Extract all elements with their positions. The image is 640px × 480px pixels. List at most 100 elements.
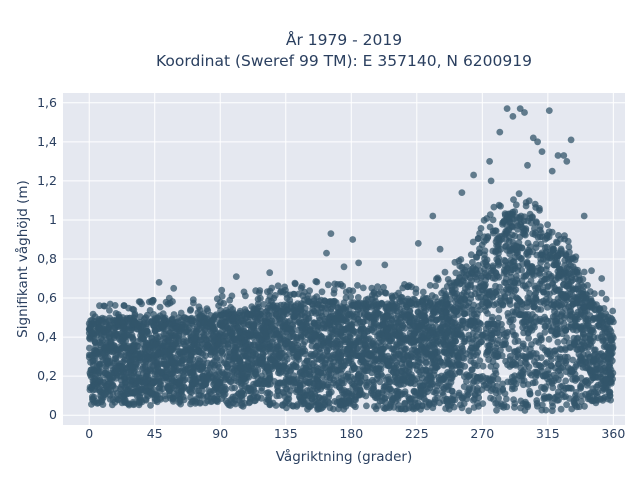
data-point [462, 324, 470, 332]
data-point [534, 305, 542, 313]
data-point [422, 397, 430, 405]
data-point [549, 402, 557, 410]
data-point [385, 378, 393, 386]
data-point [540, 276, 548, 284]
data-point [401, 400, 409, 408]
data-point [95, 318, 103, 325]
data-point [398, 360, 406, 368]
data-point [483, 261, 490, 269]
data-point [527, 352, 535, 360]
data-point [554, 355, 562, 363]
data-point [283, 365, 291, 373]
data-point [557, 405, 565, 413]
data-point [532, 373, 539, 381]
data-point [582, 294, 590, 302]
data-point [408, 404, 416, 411]
data-point [133, 359, 140, 366]
data-point [553, 287, 561, 295]
data-point [302, 364, 310, 372]
data-point [112, 374, 120, 382]
data-point [320, 342, 327, 349]
data-point [483, 348, 491, 356]
data-point [233, 336, 240, 344]
data-point [106, 395, 114, 403]
data-point [518, 266, 526, 274]
data-point [86, 323, 94, 331]
data-point [256, 341, 264, 349]
data-point [370, 386, 378, 394]
data-point [511, 403, 518, 411]
data-point [161, 347, 169, 355]
data-point [217, 356, 225, 364]
data-point [465, 373, 473, 381]
data-point [102, 343, 110, 351]
data-point [301, 371, 309, 379]
data-point [292, 388, 300, 396]
data-point [401, 313, 408, 321]
data-point [308, 395, 316, 402]
data-point [240, 376, 248, 383]
data-point [602, 376, 610, 383]
data-point [447, 346, 454, 354]
data-point [177, 382, 185, 390]
data-point [112, 352, 120, 360]
data-point [465, 390, 473, 397]
data-point [563, 273, 571, 281]
data-point [569, 286, 577, 293]
data-point [316, 316, 324, 324]
data-point [433, 349, 441, 356]
data-point [500, 217, 508, 225]
data-point [328, 333, 335, 340]
data-point [473, 374, 481, 382]
data-point [569, 368, 576, 375]
data-point [223, 353, 231, 360]
data-point [563, 292, 570, 300]
data-point [527, 345, 534, 353]
data-point [215, 379, 223, 387]
data-point [492, 248, 499, 256]
data-point [560, 387, 568, 394]
data-point [385, 304, 393, 311]
data-point [490, 372, 497, 380]
data-point [510, 396, 517, 403]
data-point [459, 347, 467, 355]
data-point [440, 349, 448, 356]
data-point [258, 394, 265, 402]
data-point [176, 377, 184, 384]
data-point [161, 374, 169, 382]
data-point [236, 357, 244, 365]
data-point [405, 363, 413, 371]
data-point [320, 321, 328, 329]
data-point [448, 387, 456, 395]
data-point [506, 352, 514, 360]
data-point [363, 402, 370, 410]
data-point [537, 255, 545, 263]
data-point [523, 303, 531, 311]
data-point [529, 264, 536, 272]
data-point [532, 229, 539, 237]
data-point [472, 391, 479, 399]
data-point [205, 387, 213, 395]
data-point [348, 322, 356, 330]
data-point [496, 388, 503, 396]
data-point [187, 389, 195, 396]
data-point [500, 341, 507, 348]
data-point [316, 381, 323, 389]
data-point [521, 282, 529, 290]
data-point [134, 351, 142, 359]
data-point [523, 250, 530, 258]
data-point [121, 384, 129, 391]
data-point [468, 339, 475, 347]
data-point [532, 244, 540, 252]
data-point [498, 320, 505, 328]
data-point [89, 395, 97, 403]
data-point [375, 339, 383, 346]
data-point [169, 360, 177, 368]
data-point [589, 324, 596, 332]
data-point [449, 372, 456, 379]
data-point [562, 377, 570, 385]
data-point [594, 374, 602, 381]
data-point [591, 346, 599, 354]
data-point [128, 345, 136, 353]
data-point [323, 373, 331, 381]
